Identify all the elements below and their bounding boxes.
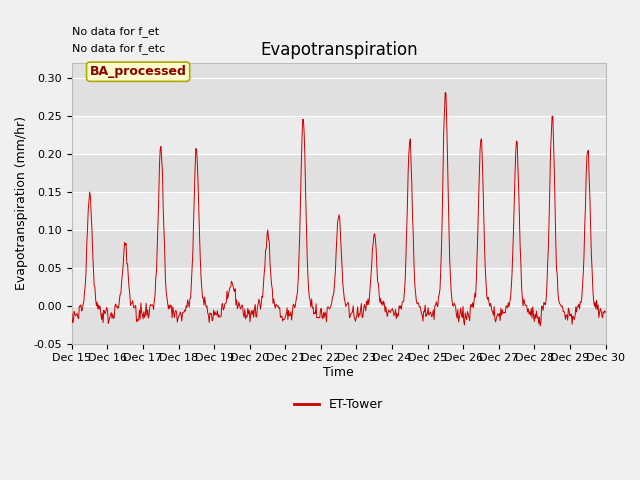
Bar xyxy=(72,268,605,306)
Text: BA_processed: BA_processed xyxy=(90,65,187,78)
Y-axis label: Evapotranspiration (mm/hr): Evapotranspiration (mm/hr) xyxy=(15,117,28,290)
Bar xyxy=(72,192,605,230)
X-axis label: Time: Time xyxy=(323,366,354,379)
Title: Evapotranspiration: Evapotranspiration xyxy=(260,41,417,59)
Text: No data for f_etc: No data for f_etc xyxy=(72,43,165,54)
Bar xyxy=(72,116,605,154)
Legend: ET-Tower: ET-Tower xyxy=(289,393,388,416)
Text: No data for f_et: No data for f_et xyxy=(72,26,159,37)
